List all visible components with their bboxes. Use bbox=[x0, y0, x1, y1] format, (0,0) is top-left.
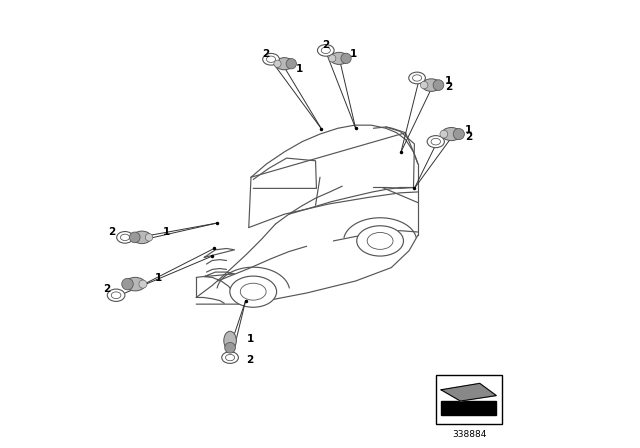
Ellipse shape bbox=[356, 226, 403, 256]
Ellipse shape bbox=[367, 233, 393, 250]
Ellipse shape bbox=[122, 278, 133, 290]
Ellipse shape bbox=[453, 129, 465, 140]
Ellipse shape bbox=[225, 354, 235, 361]
Text: 338884: 338884 bbox=[452, 430, 486, 439]
Text: 1: 1 bbox=[246, 334, 254, 344]
Polygon shape bbox=[441, 401, 496, 415]
Ellipse shape bbox=[317, 44, 334, 56]
Ellipse shape bbox=[225, 342, 236, 353]
Text: 2: 2 bbox=[246, 355, 254, 365]
Ellipse shape bbox=[431, 138, 440, 145]
Ellipse shape bbox=[420, 82, 428, 89]
Ellipse shape bbox=[440, 130, 448, 138]
Text: 2: 2 bbox=[262, 49, 269, 59]
Ellipse shape bbox=[230, 276, 276, 307]
Ellipse shape bbox=[274, 60, 281, 67]
Text: 1: 1 bbox=[156, 273, 163, 283]
Ellipse shape bbox=[427, 136, 444, 148]
Ellipse shape bbox=[108, 289, 125, 302]
Ellipse shape bbox=[120, 234, 129, 241]
Ellipse shape bbox=[330, 52, 348, 65]
Ellipse shape bbox=[409, 72, 426, 84]
Text: 1: 1 bbox=[445, 76, 452, 86]
Ellipse shape bbox=[413, 75, 422, 81]
Ellipse shape bbox=[422, 79, 441, 91]
Ellipse shape bbox=[286, 59, 296, 69]
Text: 2: 2 bbox=[322, 40, 329, 50]
Text: 1: 1 bbox=[296, 64, 303, 74]
Ellipse shape bbox=[129, 232, 140, 243]
Ellipse shape bbox=[221, 352, 238, 363]
Text: 2: 2 bbox=[465, 132, 472, 142]
Ellipse shape bbox=[433, 80, 444, 90]
Ellipse shape bbox=[111, 292, 121, 299]
Ellipse shape bbox=[139, 280, 147, 288]
Ellipse shape bbox=[328, 55, 336, 62]
Ellipse shape bbox=[266, 56, 276, 62]
Text: 1: 1 bbox=[465, 125, 472, 134]
Ellipse shape bbox=[125, 277, 145, 291]
Ellipse shape bbox=[262, 53, 279, 65]
Ellipse shape bbox=[132, 231, 151, 244]
Ellipse shape bbox=[341, 53, 351, 64]
Ellipse shape bbox=[240, 283, 266, 300]
Text: 2: 2 bbox=[445, 82, 452, 92]
Ellipse shape bbox=[145, 233, 153, 241]
Ellipse shape bbox=[321, 47, 330, 54]
Bar bbox=[436, 375, 502, 424]
Polygon shape bbox=[441, 383, 496, 401]
Text: 2: 2 bbox=[108, 227, 115, 237]
Ellipse shape bbox=[275, 58, 294, 70]
Ellipse shape bbox=[442, 128, 461, 141]
Text: 1: 1 bbox=[163, 227, 170, 237]
Text: 2: 2 bbox=[104, 284, 111, 293]
Text: 1: 1 bbox=[350, 49, 358, 59]
Ellipse shape bbox=[224, 331, 236, 350]
Ellipse shape bbox=[116, 232, 133, 243]
